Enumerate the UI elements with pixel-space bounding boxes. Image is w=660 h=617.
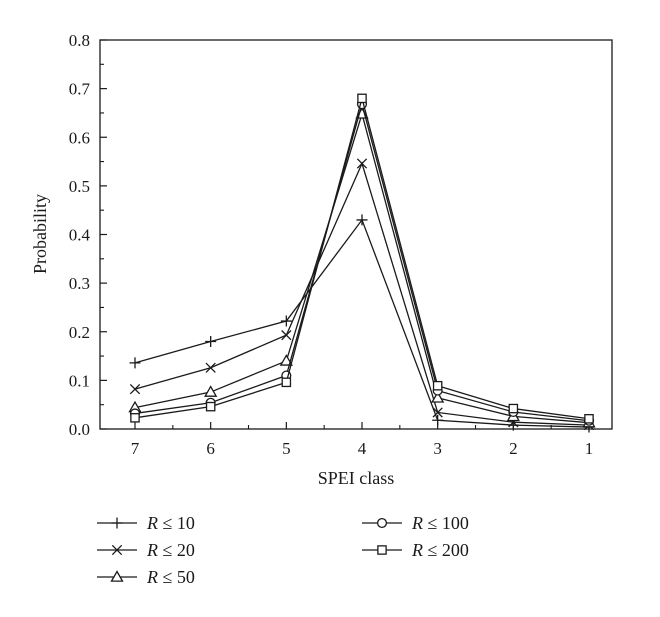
series-line [134,95,590,420]
square-marker [508,403,519,414]
y-tick-label: 0.4 [69,226,91,245]
x-tick-label: 3 [433,439,442,458]
x-marker [281,330,292,341]
legend-label-var: R [411,540,423,560]
triangle-marker [431,391,445,403]
plus-marker [111,517,123,529]
square-marker [377,545,387,555]
x-marker [205,362,216,373]
legend-item: R ≤ 10 [97,513,195,533]
triangle-marker [110,570,124,582]
x-axis: 7 6 5 4 3 2 1 [131,422,594,458]
y-tick-label: 0.1 [69,371,90,390]
legend-label: R ≤ 50 [146,567,195,587]
y-tick-label: 0.2 [69,323,90,342]
y-axis: 0.0 0.1 0.2 0.3 0.4 0.5 0.6 0.7 0.8 [69,31,107,439]
plot-frame [99,39,613,430]
series-plus [129,214,595,433]
triangle-marker [204,385,218,397]
legend-label-var: R [146,540,158,560]
plus-marker [432,414,444,426]
series-x [129,158,595,431]
x-tick-label: 5 [282,439,291,458]
series-square [130,93,594,424]
square-marker [281,377,292,388]
legend-label-op: ≤ 100 [423,513,469,533]
series-line [134,161,590,426]
legend-label-var: R [411,513,423,533]
x-marker [356,158,368,169]
y-tick-label: 0.6 [69,128,90,147]
x-tick-label: 6 [206,439,215,458]
x-marker [111,544,123,556]
legend-label: R ≤ 200 [411,540,469,560]
legend-item: R ≤ 100 [362,513,469,533]
series-line [134,111,590,424]
legend-label-var: R [146,513,158,533]
plus-marker [280,315,292,327]
legend-label-op: ≤ 50 [158,567,195,587]
plus-marker [129,357,141,369]
y-tick-label: 0.0 [69,420,90,439]
legend-label-op: ≤ 10 [158,513,195,533]
series-line [134,218,590,428]
x-axis-title: SPEI class [318,468,395,488]
legend-label-var: R [146,567,158,587]
legend-item: R ≤ 50 [97,567,195,587]
square-marker [357,93,367,104]
square-marker [205,401,216,412]
plus-marker [356,214,368,226]
square-marker [432,380,443,391]
x-tick-label: 7 [131,439,140,458]
y-axis-title: Probability [30,194,50,274]
legend-label-op: ≤ 200 [423,540,469,560]
y-tick-label: 0.7 [69,80,91,99]
x-tick-label: 4 [358,439,367,458]
y-tick-label: 0.5 [69,177,90,196]
legend-label: R ≤ 100 [411,513,469,533]
x-tick-label: 1 [585,439,594,458]
triangle-marker [279,354,293,366]
legend-label: R ≤ 20 [146,540,195,560]
plus-marker [205,335,217,347]
series-circle [129,99,595,426]
square-marker [130,413,140,423]
x-tick-label: 2 [509,439,518,458]
series-triangle [128,107,596,428]
y-tick-label: 0.8 [69,31,90,50]
legend-label: R ≤ 10 [146,513,195,533]
y-tick-label: 0.3 [69,274,90,293]
legend-item: R ≤ 200 [362,540,469,560]
series-line [134,101,590,422]
x-marker [129,383,141,395]
series-layer [128,93,596,433]
legend-item: R ≤ 20 [97,540,195,560]
square-marker [584,414,594,424]
legend-label-op: ≤ 20 [158,540,195,560]
circle-marker [376,517,388,529]
x-marker [432,407,443,418]
